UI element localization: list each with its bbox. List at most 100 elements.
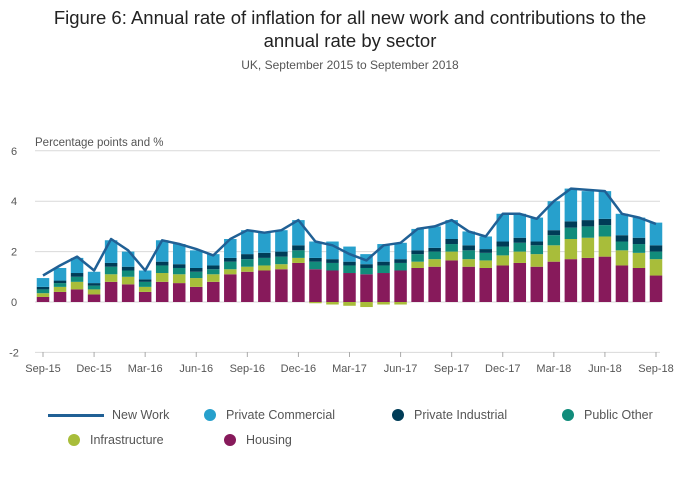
bar-public-other (445, 244, 458, 252)
bar-private-industrial (530, 241, 544, 246)
legend-item-infrastructure: Infrastructure (62, 429, 164, 451)
new-work-line (42, 187, 657, 277)
bar-private-industrial (564, 221, 578, 228)
bar-private-industrial (292, 245, 305, 251)
bar-private-industrial (445, 239, 458, 245)
bar-private-commercial (207, 254, 220, 266)
bar-infrastructure (241, 266, 254, 272)
bar-housing (530, 266, 544, 302)
x-tick-label: Sep-16 (230, 363, 265, 375)
bar-private-commercial (564, 188, 578, 222)
bar-infrastructure (479, 260, 492, 268)
bar-infrastructure (121, 276, 135, 285)
bar-infrastructure (360, 302, 373, 308)
bar-private-industrial (598, 218, 612, 226)
bar-housing (36, 296, 50, 302)
new-work-line-group (42, 187, 657, 277)
bar-housing (326, 270, 339, 302)
bar-private-commercial (428, 226, 441, 248)
bar-infrastructure (36, 293, 50, 297)
bar-public-other (258, 257, 271, 266)
bar-private-industrial (104, 262, 118, 267)
chart-title-line-2: annual rate by sector (263, 30, 437, 51)
bars (36, 188, 663, 308)
bar-private-commercial (598, 191, 612, 219)
bar-private-industrial (428, 247, 441, 252)
bar-private-industrial (326, 259, 339, 263)
y-tick-label: 2 (11, 247, 17, 259)
bar-infrastructure (394, 302, 407, 305)
bar-housing (275, 269, 288, 302)
bar-infrastructure (309, 302, 322, 304)
bar-housing (581, 257, 595, 302)
legend-label: Housing (246, 433, 292, 447)
bar-public-other (36, 289, 50, 294)
legend-item-housing: Housing (218, 429, 292, 451)
legend-swatch (48, 413, 104, 417)
bar-infrastructure (428, 259, 441, 267)
bar-public-other (649, 251, 663, 260)
bar-private-industrial (190, 267, 203, 272)
bar-infrastructure (581, 237, 595, 258)
bar-private-commercial (649, 222, 663, 246)
bar-public-other (394, 262, 407, 271)
bar-private-commercial (309, 241, 322, 258)
bar-private-industrial (241, 254, 254, 260)
bar-public-other (411, 254, 424, 262)
bar-private-commercial (445, 220, 458, 239)
x-tick-label: Sep-15 (25, 363, 60, 375)
bar-infrastructure (258, 265, 271, 271)
bar-public-other (172, 267, 186, 275)
bar-infrastructure (513, 251, 527, 263)
bar-public-other (138, 281, 152, 287)
x-tick-label: Mar-17 (332, 363, 367, 375)
bar-public-other (530, 245, 544, 255)
bar-private-industrial (360, 264, 373, 268)
bar-private-commercial (411, 228, 424, 251)
bar-private-commercial (530, 217, 544, 242)
x-tick-label: Mar-16 (128, 363, 163, 375)
bar-infrastructure (649, 259, 663, 276)
y-axis-label: Percentage points and % (35, 137, 164, 149)
bar-infrastructure (292, 257, 305, 263)
bar-housing (87, 294, 101, 302)
bar-housing (377, 273, 390, 302)
bar-infrastructure (564, 239, 578, 260)
bar-public-other (275, 256, 288, 265)
chart-subtitle: UK, September 2015 to September 2018 (241, 58, 459, 72)
bar-private-industrial (513, 237, 527, 243)
bar-private-industrial (496, 241, 509, 247)
legend-swatch (68, 434, 80, 446)
bar-housing (70, 289, 84, 302)
bar-infrastructure (224, 269, 237, 275)
bar-infrastructure (445, 251, 458, 261)
bar-private-industrial (632, 237, 646, 245)
legend-item-private-industrial: Private Industrial (386, 404, 507, 426)
bar-private-industrial (36, 286, 50, 290)
bar-public-other (547, 235, 561, 246)
bar-public-other (377, 265, 390, 274)
bar-infrastructure (632, 252, 646, 268)
bar-infrastructure (615, 250, 629, 266)
legend-label: Infrastructure (90, 433, 164, 447)
bar-infrastructure (377, 302, 390, 305)
bar-infrastructure (138, 286, 152, 292)
bar-public-other (190, 271, 203, 279)
bar-private-industrial (70, 273, 84, 277)
x-tick-label: Jun-16 (179, 363, 213, 375)
bar-public-other (309, 261, 322, 270)
bar-infrastructure (70, 281, 84, 290)
bar-housing (615, 265, 629, 302)
bar-private-industrial (87, 283, 101, 286)
bar-housing (138, 291, 152, 302)
x-axis-ticks: Sep-15 Dec-15 Mar-16 Jun-16 Sep-16 Dec-16 Mar-… (25, 352, 674, 375)
bar-housing (411, 267, 424, 302)
bar-public-other (360, 267, 373, 275)
bar-private-commercial (547, 201, 561, 231)
bar-public-other (632, 244, 646, 253)
bar-public-other (343, 265, 356, 274)
bar-private-commercial (394, 242, 407, 260)
bar-housing (343, 273, 356, 302)
x-tick-label: Mar-18 (536, 363, 571, 375)
bar-housing (394, 270, 407, 302)
